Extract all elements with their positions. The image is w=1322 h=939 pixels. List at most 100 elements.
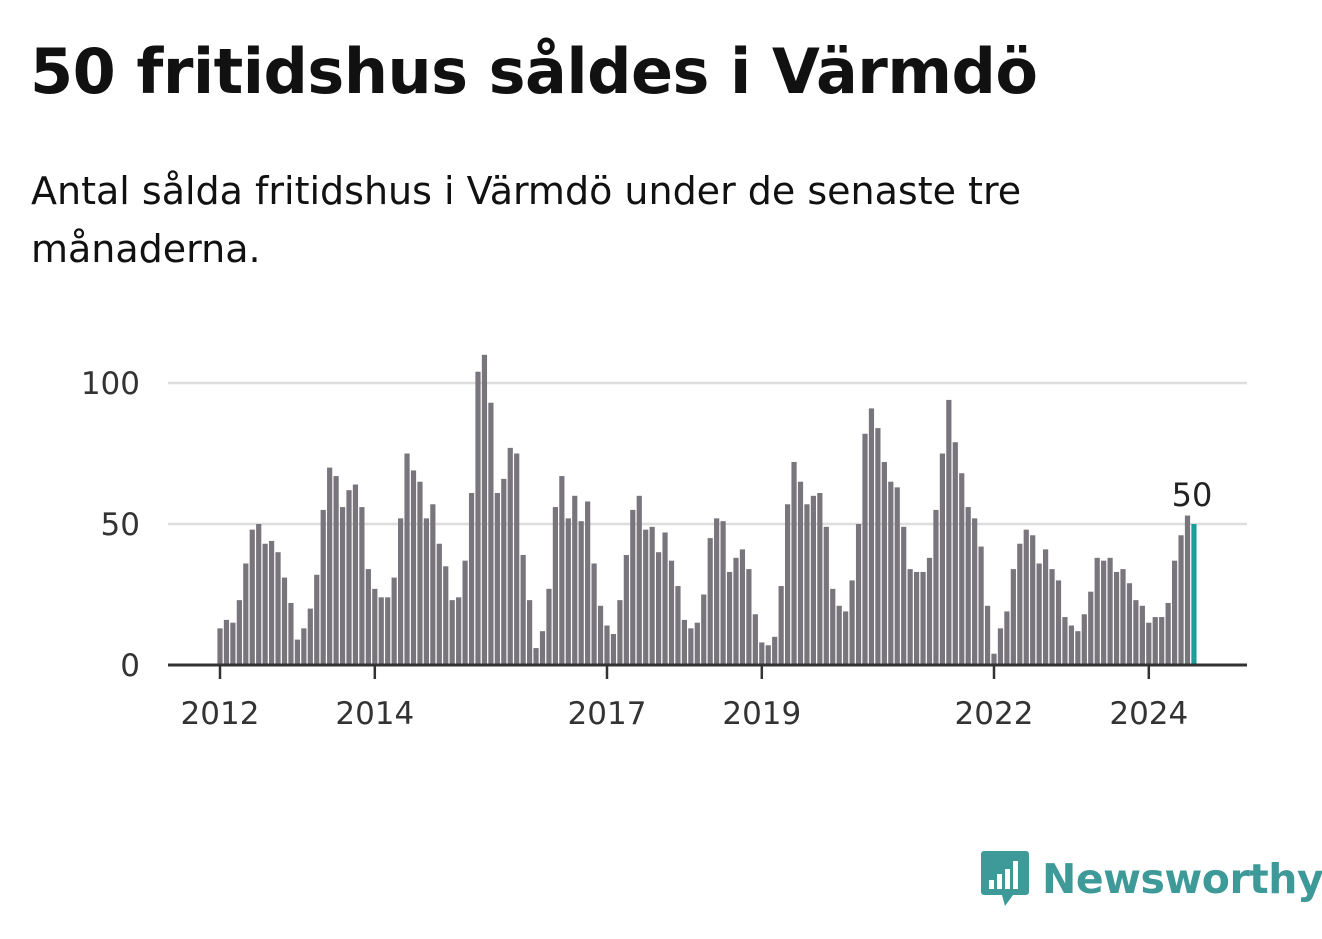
bar (243, 563, 248, 665)
x-tick-label-2024: 2024 (1109, 696, 1188, 732)
bar (1159, 617, 1164, 665)
bar (843, 611, 848, 665)
bar (398, 518, 403, 665)
bar (701, 595, 706, 666)
bar (708, 538, 713, 665)
bar (908, 569, 913, 665)
bar (372, 589, 377, 665)
bar (1056, 580, 1061, 665)
newsworthy-bar-icon (980, 848, 1030, 910)
bar (1146, 623, 1151, 665)
bar (1178, 535, 1183, 665)
bar (495, 493, 500, 665)
bar (1108, 558, 1113, 665)
bar (650, 527, 655, 665)
bar (617, 600, 622, 665)
x-tick-label-2012: 2012 (181, 696, 260, 732)
bar (740, 549, 745, 665)
bar (966, 507, 971, 665)
bar (991, 654, 996, 665)
bar (559, 476, 564, 665)
bar (675, 586, 680, 665)
bar (888, 482, 893, 665)
bar (514, 454, 519, 666)
bar (630, 510, 635, 665)
bar (1101, 561, 1106, 665)
bar (824, 527, 829, 665)
x-tick-label-2019: 2019 (722, 696, 801, 732)
bar (662, 532, 667, 665)
bar (901, 527, 906, 665)
bar (1037, 563, 1042, 665)
y-tick-label-0: 0 (120, 648, 140, 684)
bar (256, 524, 261, 665)
brand-name: Newsworthy (1042, 855, 1322, 903)
bar (959, 473, 964, 665)
bar (869, 408, 874, 665)
bar (688, 628, 693, 665)
bar (1004, 611, 1009, 665)
bar (579, 521, 584, 665)
bar (592, 563, 597, 665)
bar (721, 521, 726, 665)
bar (1043, 549, 1048, 665)
bar (230, 623, 235, 665)
bar (772, 637, 777, 665)
bar (282, 578, 287, 665)
bar (733, 558, 738, 665)
bar (972, 518, 977, 665)
bar (714, 518, 719, 665)
bar (927, 558, 932, 665)
bar (469, 493, 474, 665)
bar (295, 640, 300, 665)
bar (695, 623, 700, 665)
bar (346, 490, 351, 665)
y-tick-label-50: 50 (101, 507, 140, 543)
bar (1062, 617, 1067, 665)
bar (611, 634, 616, 665)
bar (1172, 561, 1177, 665)
bar (1069, 626, 1074, 665)
bar (456, 597, 461, 665)
bar (1120, 569, 1125, 665)
bar (527, 600, 532, 665)
bar (359, 507, 364, 665)
bar (882, 462, 887, 665)
bar (585, 501, 590, 665)
bar (862, 434, 867, 665)
bar (920, 572, 925, 665)
bar (979, 547, 984, 665)
bar (411, 470, 416, 665)
bar (759, 642, 764, 665)
bar (656, 552, 661, 665)
bar (753, 614, 758, 665)
bar (314, 575, 319, 665)
bar (850, 580, 855, 665)
bar (269, 541, 274, 665)
bar (766, 645, 771, 665)
bar (301, 628, 306, 665)
bar (804, 504, 809, 665)
bar (488, 403, 493, 665)
bar (1049, 569, 1054, 665)
bar (1133, 600, 1138, 665)
bar (321, 510, 326, 665)
bar (830, 589, 835, 665)
bar (953, 442, 958, 665)
bar (546, 589, 551, 665)
bar (443, 566, 448, 665)
bar (624, 555, 629, 665)
bar (237, 600, 242, 665)
bar (475, 372, 480, 665)
bar (385, 597, 390, 665)
bar (914, 572, 919, 665)
bar (798, 482, 803, 665)
bar (463, 561, 468, 665)
bar (837, 606, 842, 665)
bar (340, 507, 345, 665)
bar (643, 530, 648, 665)
bar (263, 544, 268, 665)
bar (1082, 614, 1087, 665)
bar-chart: 050100502012 2014 2017 2019 2022 2024 (0, 0, 1322, 939)
bar-highlight (1191, 524, 1196, 665)
